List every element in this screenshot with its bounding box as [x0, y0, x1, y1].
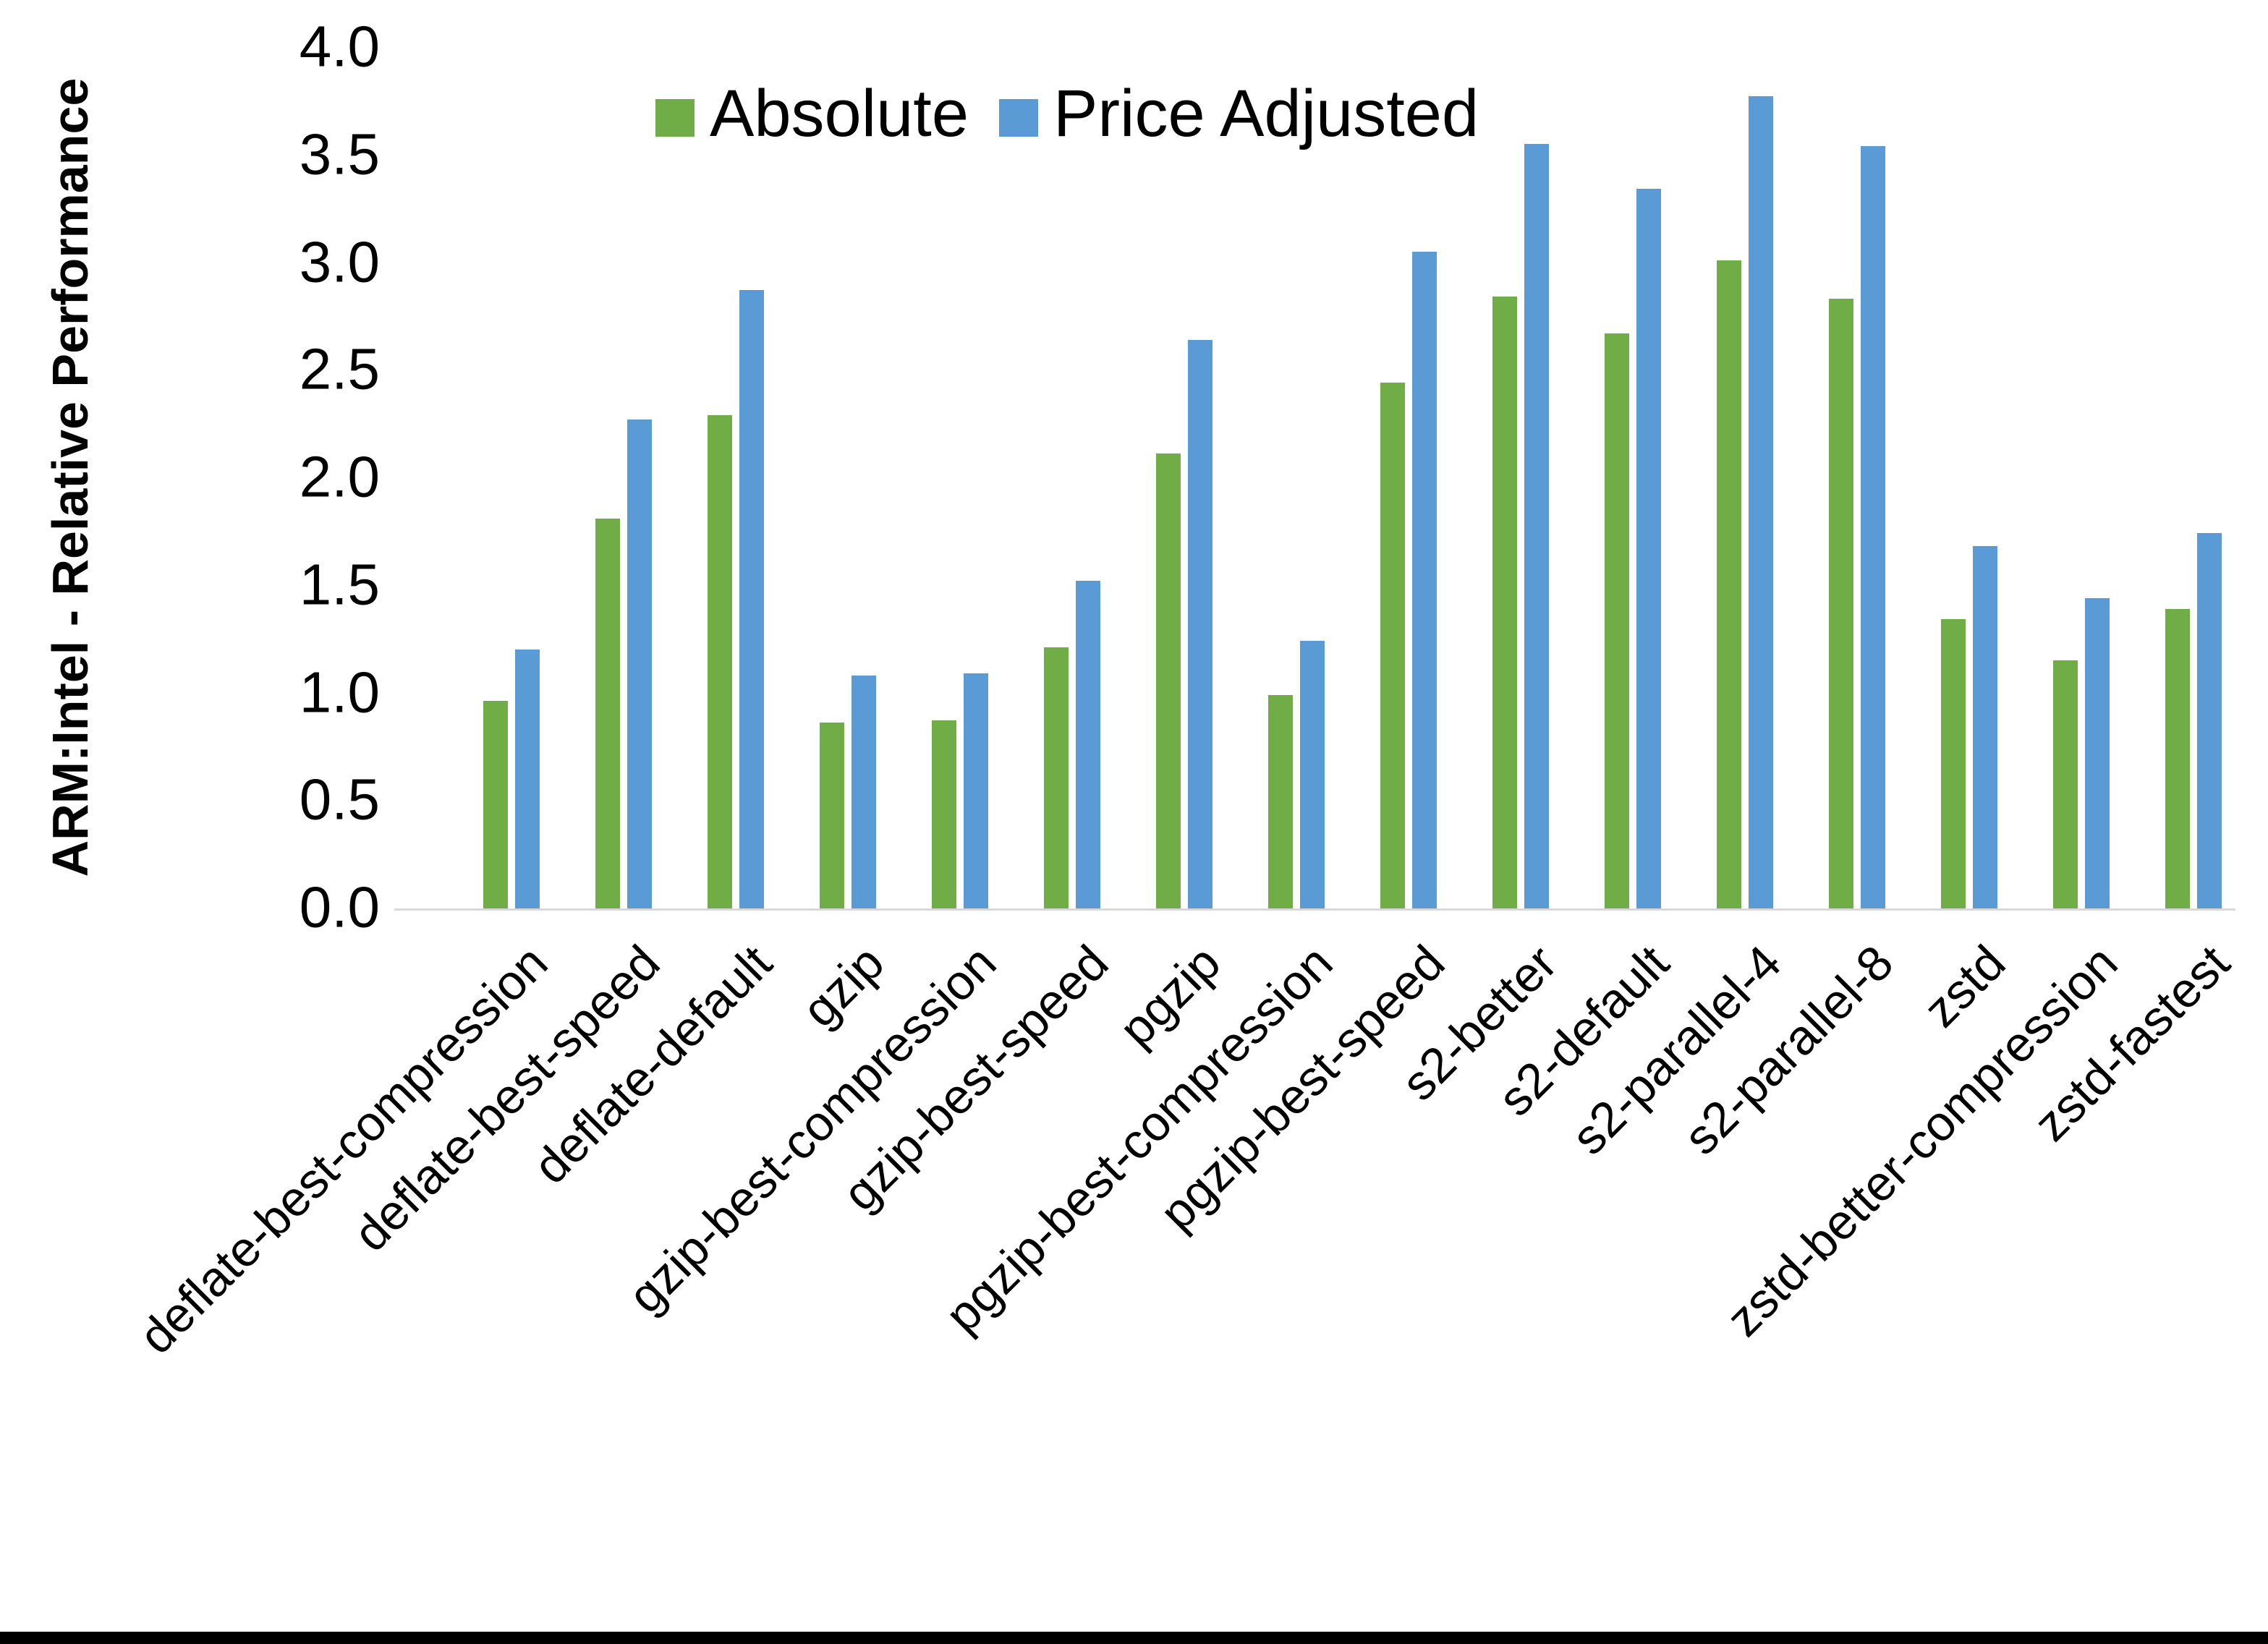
bar-price-adjusted	[1524, 143, 1549, 910]
bar-price-adjusted	[1300, 641, 1325, 910]
bar-price-adjusted	[515, 649, 540, 910]
bar-price-adjusted	[1188, 339, 1212, 910]
bar-price-adjusted	[1749, 96, 1773, 910]
y-tick-label: 4.0	[299, 14, 380, 79]
bar-absolute	[708, 414, 732, 910]
bar-price-adjusted	[1636, 189, 1661, 910]
bar-absolute	[1380, 383, 1405, 910]
bar-absolute	[2165, 608, 2190, 910]
bar-absolute	[820, 723, 844, 910]
bar-absolute	[1268, 694, 1293, 910]
bar-absolute	[483, 701, 508, 910]
bar-absolute	[1829, 299, 1853, 910]
legend-swatch-price-adjusted	[999, 99, 1038, 137]
bar-price-adjusted	[964, 673, 988, 910]
y-tick-label: 2.5	[299, 336, 380, 401]
bar-absolute	[1605, 333, 1629, 910]
bar-absolute	[1941, 619, 1966, 910]
bottom-border	[0, 1632, 2268, 1644]
bar-price-adjusted	[851, 675, 876, 910]
y-tick-label: 1.5	[299, 552, 380, 617]
y-tick-label: 1.0	[299, 659, 380, 724]
legend-swatch-absolute	[655, 99, 695, 137]
bar-price-adjusted	[739, 290, 764, 910]
bar-price-adjusted	[1076, 580, 1100, 910]
legend-label-price-adjusted: Price Adjusted	[1053, 77, 1479, 150]
bar-price-adjusted	[2197, 533, 2222, 910]
bar-price-adjusted	[2085, 597, 2110, 910]
bar-price-adjusted	[627, 419, 652, 910]
bar-absolute	[1717, 260, 1741, 910]
y-tick-label: 0.0	[299, 874, 380, 940]
bar-absolute	[1156, 453, 1181, 910]
bar-price-adjusted	[1412, 251, 1437, 910]
y-tick-label: 2.0	[299, 444, 380, 509]
bar-absolute	[1044, 647, 1069, 910]
bar-price-adjusted	[1973, 546, 1997, 910]
bar-absolute	[932, 720, 956, 910]
bar-absolute	[2053, 660, 2078, 910]
y-tick-label: 3.0	[299, 229, 380, 294]
y-tick-label: 0.5	[299, 767, 380, 832]
bar-absolute	[1492, 297, 1517, 910]
legend-label-absolute: Absolute	[710, 77, 969, 150]
y-axis-title: ARM:Intel - Relative Performance	[42, 77, 98, 877]
x-axis-baseline	[394, 908, 2235, 911]
y-tick-label: 3.5	[299, 122, 380, 187]
bar-absolute	[595, 518, 620, 910]
bar-price-adjusted	[1861, 145, 1885, 910]
